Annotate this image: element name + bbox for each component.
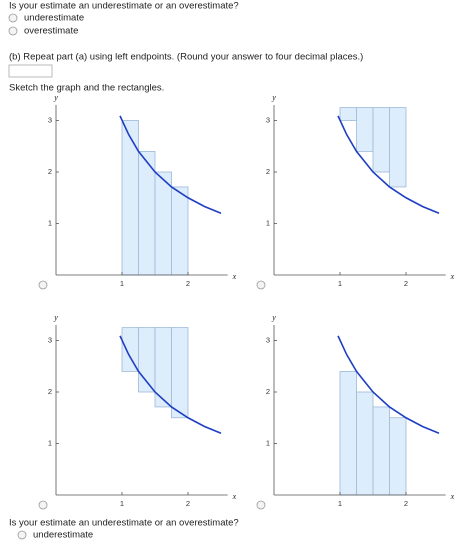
question-prompt: Is your estimate an underestimate or an …	[9, 1, 239, 12]
y-tick-label: 1	[48, 438, 52, 447]
y-tick-label: 1	[266, 438, 270, 447]
sketch-prompt: Sketch the graph and the rectangles.	[9, 83, 164, 94]
rectangle	[171, 186, 189, 276]
x-tick-label: 1	[338, 499, 342, 508]
y-axis-label: y	[271, 313, 276, 322]
x-axis-label: x	[450, 492, 455, 501]
rectangle	[121, 120, 139, 276]
x-tick-label: 2	[404, 279, 408, 288]
question-prompt: Is your estimate an underestimate or an …	[9, 518, 239, 529]
x-axis-label: x	[232, 492, 237, 501]
y-axis-label: y	[53, 313, 58, 322]
y-tick-label: 2	[48, 387, 52, 396]
option-label: overestimate	[24, 26, 78, 37]
rectangle	[389, 417, 407, 496]
x-tick-label: 2	[186, 279, 190, 288]
x-tick-label: 2	[404, 499, 408, 508]
curve	[119, 335, 222, 434]
y-tick-label: 3	[48, 335, 52, 344]
radio-button[interactable]	[38, 500, 48, 510]
option-label: underestimate	[24, 13, 84, 24]
rectangle	[339, 107, 357, 121]
rectangle	[154, 171, 172, 276]
x-tick-label: 1	[120, 499, 124, 508]
radio-button[interactable]	[256, 280, 266, 290]
option-label: underestimate	[33, 530, 93, 541]
y-tick-label: 1	[266, 218, 270, 227]
y-tick-label: 3	[266, 335, 270, 344]
y-tick-label: 3	[48, 115, 52, 124]
x-tick-label: 1	[338, 279, 342, 288]
radio-button[interactable]	[8, 26, 18, 36]
part-b-prompt: (b) Repeat part (a) using left endpoints…	[9, 52, 363, 63]
y-tick-label: 3	[266, 115, 270, 124]
y-tick-label: 2	[48, 167, 52, 176]
radio-button[interactable]	[8, 13, 18, 23]
curve	[119, 115, 222, 214]
curve	[337, 115, 440, 214]
rectangle	[171, 327, 189, 419]
rectangle	[356, 391, 374, 496]
y-axis-label: y	[53, 93, 58, 102]
y-tick-label: 2	[266, 167, 270, 176]
y-tick-label: 2	[266, 387, 270, 396]
y-tick-label: 1	[48, 218, 52, 227]
rectangle	[121, 327, 139, 372]
x-tick-label: 1	[120, 279, 124, 288]
curve	[337, 335, 440, 434]
rectangle	[372, 107, 390, 173]
radio-button[interactable]	[256, 500, 266, 510]
rectangle	[389, 107, 407, 188]
x-axis-label: x	[450, 272, 455, 281]
y-axis-label: y	[271, 93, 276, 102]
x-tick-label: 2	[186, 499, 190, 508]
rectangle	[372, 406, 390, 496]
rectangle	[339, 370, 357, 496]
radio-button[interactable]	[38, 280, 48, 290]
rectangle	[356, 107, 374, 152]
radio-button[interactable]	[17, 530, 27, 540]
x-axis-label: x	[232, 272, 237, 281]
answer-input[interactable]	[8, 64, 53, 78]
